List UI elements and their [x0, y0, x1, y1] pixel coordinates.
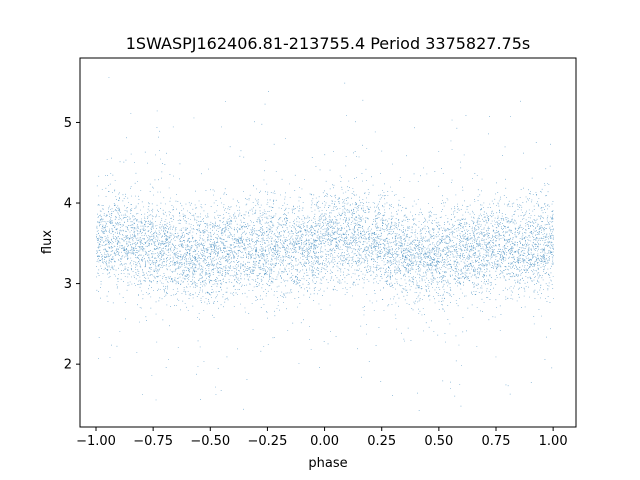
- plot-frame: [79, 57, 577, 428]
- y-axis-label: flux: [40, 230, 55, 254]
- x-tick-label: −0.75: [133, 434, 173, 449]
- x-tick-label: 0.75: [482, 434, 511, 449]
- x-tick-label: −1.00: [76, 434, 116, 449]
- x-tick-label: −0.25: [248, 434, 288, 449]
- x-tick-label: −0.50: [190, 434, 230, 449]
- y-tick-label: 5: [64, 116, 72, 131]
- x-axis-label: phase: [308, 456, 347, 471]
- x-axis: −1.00 −0.75 −0.50 −0.25 0.00 0.25 0.50 0.75 1.00: [76, 427, 568, 449]
- scatter-points: [96, 77, 554, 411]
- x-tick-label: 0.50: [424, 434, 453, 449]
- y-axis: 2 3 4 5: [64, 116, 80, 373]
- chart-title: 1SWASPJ162406.81-213755.4 Period 3375827…: [126, 34, 531, 53]
- x-tick-label: 0.25: [367, 434, 396, 449]
- flux-points: [96, 77, 554, 411]
- y-tick-label: 4: [64, 197, 72, 212]
- x-tick-label: 0.00: [310, 434, 339, 449]
- y-tick-label: 2: [64, 358, 72, 373]
- y-tick-label: 3: [64, 277, 72, 292]
- x-tick-label: 1.00: [539, 434, 568, 449]
